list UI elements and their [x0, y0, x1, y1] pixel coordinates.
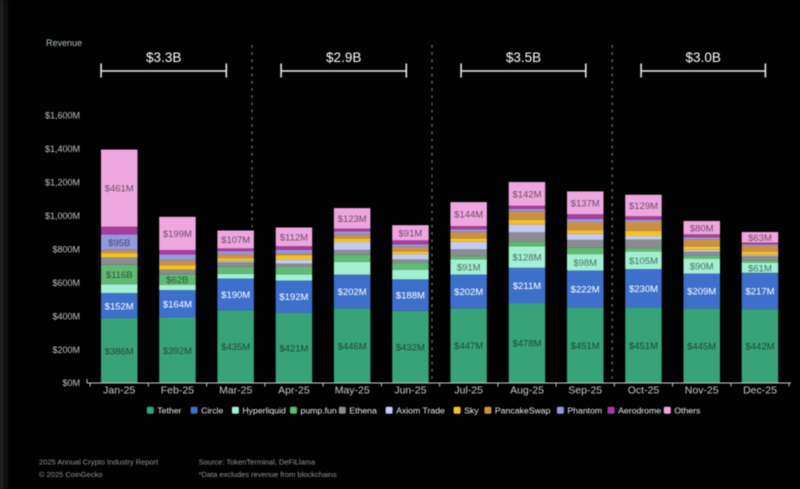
svg-text:$435M: $435M [221, 342, 250, 353]
svg-text:Phantom: Phantom [567, 406, 602, 416]
svg-text:$451M: $451M [629, 341, 658, 352]
svg-text:$202M: $202M [454, 287, 483, 298]
svg-text:$222M: $222M [571, 285, 600, 296]
svg-text:$421M: $421M [279, 343, 308, 354]
svg-text:$392M: $392M [163, 346, 192, 357]
svg-text:Jan-25: Jan-25 [103, 385, 135, 397]
svg-text:$107M: $107M [221, 235, 250, 246]
svg-text:$91M: $91M [457, 263, 481, 274]
svg-text:$61M: $61M [748, 263, 772, 274]
svg-text:$91M: $91M [399, 228, 423, 239]
svg-text:$62B: $62B [166, 275, 188, 286]
svg-text:$400M: $400M [52, 311, 80, 321]
svg-text:*Data excludes revenue from bl: *Data excludes revenue from blockchains [199, 470, 337, 479]
svg-text:$202M: $202M [338, 287, 367, 298]
svg-text:$209M: $209M [687, 287, 716, 298]
svg-text:$129M: $129M [629, 201, 658, 212]
svg-text:Aug-25: Aug-25 [510, 385, 544, 397]
svg-text:Hyperliquid: Hyperliquid [242, 406, 286, 416]
svg-text:PancakeSwap: PancakeSwap [495, 406, 551, 416]
svg-text:Jul-25: Jul-25 [454, 385, 483, 397]
svg-text:$137M: $137M [571, 198, 600, 209]
svg-text:$217M: $217M [745, 287, 774, 298]
svg-text:Apr-25: Apr-25 [278, 385, 310, 397]
svg-text:$800M: $800M [52, 244, 80, 254]
svg-text:Tether: Tether [157, 406, 181, 416]
svg-text:$3.3B: $3.3B [146, 50, 181, 65]
svg-text:$128M: $128M [512, 253, 541, 264]
svg-text:Sky: Sky [464, 406, 479, 416]
svg-text:$144M: $144M [454, 210, 483, 221]
svg-text:$0M: $0M [62, 378, 80, 388]
svg-text:$63M: $63M [748, 233, 772, 244]
svg-text:$230M: $230M [629, 284, 658, 295]
svg-text:Feb-25: Feb-25 [161, 385, 194, 397]
svg-text:Others: Others [674, 406, 701, 416]
svg-text:$446M: $446M [338, 341, 367, 352]
svg-text:$451M: $451M [571, 341, 600, 352]
svg-text:$188M: $188M [396, 291, 425, 302]
svg-text:$164M: $164M [163, 299, 192, 310]
svg-text:$1,000M: $1,000M [45, 211, 80, 221]
svg-text:$3.5B: $3.5B [506, 50, 541, 65]
svg-text:$1,600M: $1,600M [45, 111, 80, 121]
svg-text:$95B: $95B [108, 238, 130, 249]
svg-text:$3.0B: $3.0B [686, 50, 721, 65]
svg-text:Oct-25: Oct-25 [628, 385, 660, 397]
svg-text:Sep-25: Sep-25 [568, 385, 602, 397]
svg-text:$461M: $461M [105, 184, 134, 195]
svg-text:$432M: $432M [396, 343, 425, 354]
svg-text:Ethena: Ethena [349, 406, 377, 416]
svg-text:May-25: May-25 [335, 385, 370, 397]
svg-text:$112M: $112M [280, 233, 308, 244]
svg-text:$1,200M: $1,200M [45, 178, 80, 188]
svg-text:$123M: $123M [338, 214, 367, 225]
svg-text:$90M: $90M [690, 262, 714, 273]
svg-text:pump.fun: pump.fun [301, 406, 337, 416]
svg-text:$199M: $199M [163, 229, 192, 240]
svg-text:Dec-25: Dec-25 [743, 385, 777, 397]
svg-text:$211M: $211M [513, 281, 541, 292]
svg-text:$190M: $190M [221, 290, 250, 301]
svg-text:$200M: $200M [52, 345, 80, 355]
svg-text:2025 Annual Crypto Industry Re: 2025 Annual Crypto Industry Report [39, 458, 159, 467]
svg-text:$142M: $142M [512, 190, 541, 201]
svg-text:© 2025 CoinGecko: © 2025 CoinGecko [39, 470, 102, 479]
svg-text:$105M: $105M [629, 256, 658, 267]
svg-text:$192M: $192M [279, 292, 308, 303]
svg-text:$442M: $442M [745, 342, 774, 353]
svg-text:$386M: $386M [105, 346, 134, 357]
svg-text:$445M: $445M [687, 341, 716, 352]
svg-text:$152M: $152M [105, 301, 134, 312]
svg-text:Mar-25: Mar-25 [219, 385, 252, 397]
svg-text:$98M: $98M [573, 258, 597, 269]
svg-text:$116B: $116B [106, 270, 133, 281]
svg-text:Circle: Circle [201, 406, 223, 416]
svg-text:$600M: $600M [52, 278, 80, 288]
svg-text:Axiom Trade: Axiom Trade [396, 406, 445, 416]
svg-text:Revenue: Revenue [46, 38, 82, 48]
svg-text:$478M: $478M [512, 339, 541, 350]
svg-text:$80M: $80M [690, 223, 714, 234]
svg-text:Nov-25: Nov-25 [685, 385, 719, 397]
svg-text:$447M: $447M [454, 341, 483, 352]
svg-text:Aerodrome: Aerodrome [618, 406, 661, 416]
svg-text:$1,400M: $1,400M [45, 144, 80, 154]
svg-text:Source: TokenTerminal, DeFiLla: Source: TokenTerminal, DeFiLlama [199, 458, 316, 467]
svg-text:Jun-25: Jun-25 [394, 385, 426, 397]
svg-text:$2.9B: $2.9B [326, 50, 361, 65]
